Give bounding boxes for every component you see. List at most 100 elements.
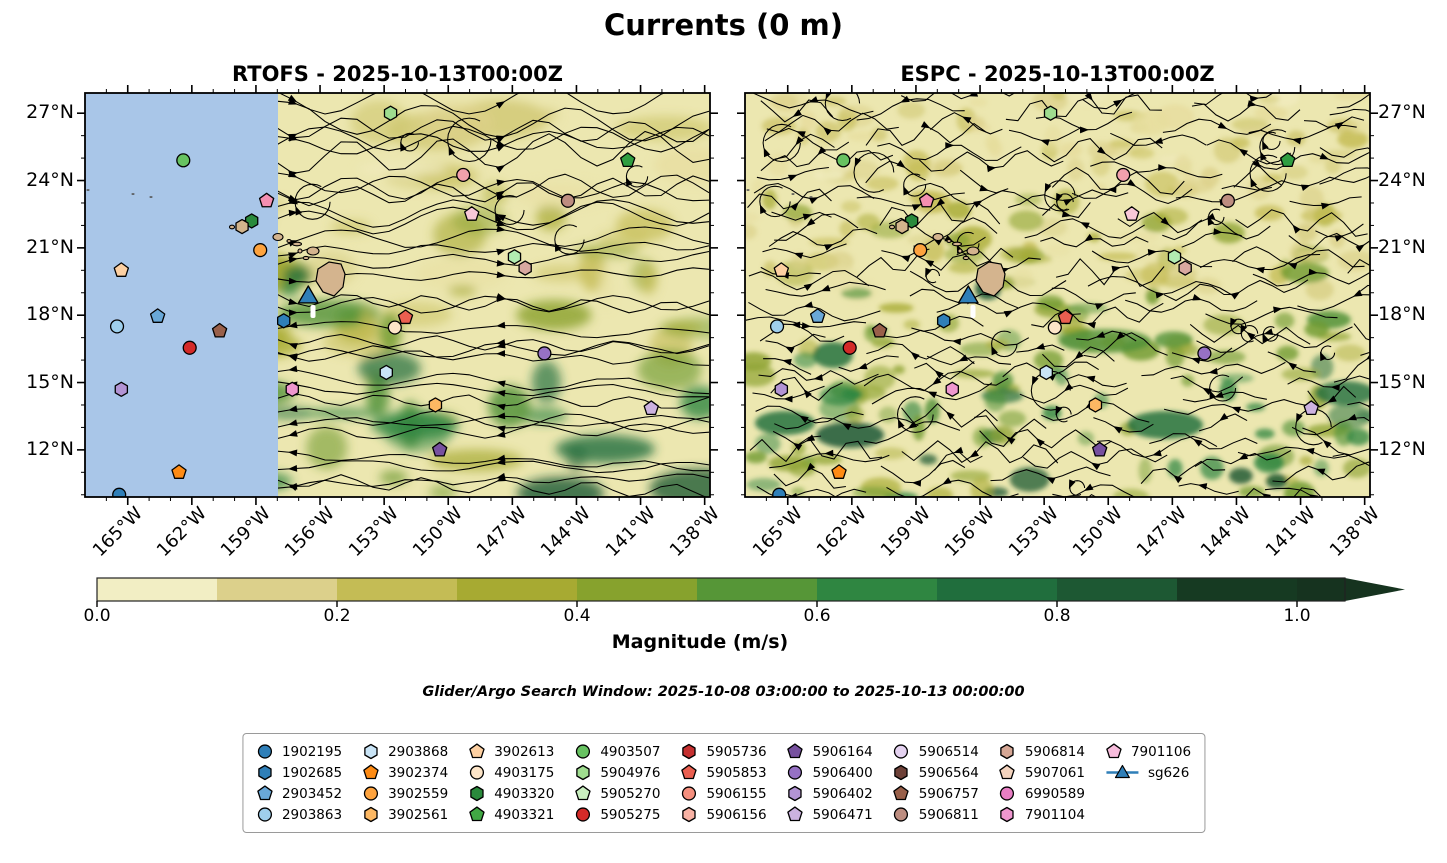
legend-item-5906400: 5906400: [787, 762, 873, 783]
legend-marker-hexagon-icon: [469, 785, 484, 802]
legend-marker-circle-icon: [469, 765, 484, 780]
y-tick-label-right: 27°N: [1378, 101, 1426, 124]
legend-marker-hexagon-icon: [1000, 806, 1015, 823]
y-tick-label-left: 21°N: [26, 235, 74, 258]
legend-marker-pentagon-icon: [468, 806, 485, 822]
legend-label: 2903863: [281, 806, 343, 823]
map-rtofs: [77, 85, 718, 505]
legend-label: 6990589: [1024, 785, 1085, 802]
legend-label: 3902613: [494, 743, 555, 760]
legend-label: 4903320: [494, 785, 555, 802]
legend-item-5905853: 5905853: [680, 762, 767, 783]
colorbar-label: Magnitude (m/s): [611, 631, 789, 653]
x-tick-label-espc: 141°W: [1261, 503, 1320, 562]
legend-item-5906164: 5906164: [787, 741, 873, 762]
panel-title-espc: ESPC - 2025-10-13T00:00Z: [900, 62, 1215, 86]
legend-label: 5906402: [812, 785, 873, 802]
legend-marker-pentagon-icon: [256, 785, 273, 801]
legend-label: 5906471: [812, 806, 873, 823]
legend-item-4903320: 4903320: [468, 783, 554, 804]
legend-label: 3902561: [388, 806, 449, 823]
legend-column: 5905736 5905853 5906155 5906156: [680, 741, 767, 825]
legend-item-2903863: 2903863: [256, 804, 342, 825]
legend-label: 5905270: [600, 785, 661, 802]
legend-marker-circle-icon: [894, 807, 909, 822]
legend-item-4903321: 4903321: [468, 804, 554, 825]
x-tick-label-espc: 150°W: [1068, 503, 1128, 562]
legend-label: 1902195: [281, 743, 343, 760]
legend-marker-pentagon-icon: [893, 785, 909, 801]
legend-label: 7901104: [1024, 806, 1085, 823]
legend-marker-hexagon-icon: [788, 785, 802, 802]
legend-item-5906156: 5906156: [680, 804, 767, 825]
legend-item-sg626: sg626: [1105, 762, 1191, 783]
x-tick-label-espc: 138°W: [1325, 503, 1384, 562]
legend-label: 4903321: [494, 806, 555, 823]
legend-column: 1902195 1902685 2903452 2903863: [256, 741, 342, 825]
legend-item-5906757: 5906757: [893, 783, 979, 804]
legend-column: 2903868 3902374 3902559 3902561: [362, 741, 448, 825]
legend-marker-pentagon-icon: [362, 764, 379, 780]
x-tick-label-rtofs: 159°W: [216, 503, 275, 562]
legend-label: 2903452: [281, 785, 343, 802]
y-tick-label-right: 15°N: [1378, 370, 1426, 393]
legend-label: 5906811: [918, 806, 979, 823]
legend-marker-circle-icon: [1000, 786, 1015, 801]
legend-column: 5906814 5907061 6990589 7901104: [999, 741, 1085, 825]
legend-item-5906402: 5906402: [787, 783, 873, 804]
legend-marker-pentagon-icon: [1105, 743, 1122, 759]
legend-label: 1902685: [281, 764, 343, 781]
legend-label: 5906514: [918, 743, 979, 760]
legend-label: 5906164: [812, 743, 873, 760]
legend-item-6990589: 6990589: [999, 783, 1085, 804]
map-espc: [737, 85, 1378, 505]
legend-label: 4903507: [600, 743, 661, 760]
legend-label: 7901106: [1130, 743, 1192, 760]
legend-item-5906471: 5906471: [787, 804, 873, 825]
legend-item-3902561: 3902561: [362, 804, 448, 825]
legend-label: 5906757: [918, 785, 979, 802]
legend-item-5905275: 5905275: [574, 804, 660, 825]
legend-marker-hexagon-icon: [576, 764, 590, 781]
x-tick-label-rtofs: 153°W: [344, 503, 403, 562]
y-tick-label-left: 15°N: [26, 370, 74, 393]
legend-label: 5906814: [1024, 743, 1085, 760]
legend-label: 5905853: [706, 764, 767, 781]
x-tick-label-rtofs: 165°W: [88, 503, 147, 562]
x-tick-label-rtofs: 141°W: [601, 503, 660, 562]
legend-column: 7901106 sg626: [1105, 741, 1191, 825]
legend-marker-hexagon-icon: [363, 806, 378, 823]
legend-marker-pentagon-icon: [681, 764, 697, 780]
legend-marker-hexagon-icon: [363, 743, 378, 760]
legend-item-5906155: 5906155: [680, 783, 767, 804]
colorbar: [96, 577, 1405, 607]
y-tick-label-right: 18°N: [1378, 303, 1426, 326]
colorbar-tick-label: 0.0: [83, 606, 111, 626]
legend-item-3902374: 3902374: [362, 762, 448, 783]
colorbar-tick-label: 0.4: [563, 606, 591, 626]
legend-item-5906811: 5906811: [893, 804, 979, 825]
x-tick-label-rtofs: 144°W: [537, 503, 596, 562]
legend-marker-circle-icon: [575, 807, 590, 822]
legend-marker-circle-icon: [363, 786, 378, 801]
legend-marker-pentagon-icon: [787, 743, 803, 759]
legend-item-1902685: 1902685: [256, 762, 342, 783]
legend-marker-pentagon-icon: [999, 764, 1016, 780]
legend-label: 5905736: [706, 743, 767, 760]
x-tick-label-espc: 159°W: [876, 503, 935, 562]
x-tick-label-rtofs: 162°W: [152, 503, 211, 562]
legend-label: 4903175: [494, 764, 555, 781]
legend-item-4903175: 4903175: [468, 762, 554, 783]
colorbar-tick-label: 0.2: [323, 606, 351, 626]
y-tick-label-left: 18°N: [26, 303, 74, 326]
legend-label: 5906156: [706, 806, 767, 823]
legend: 1902195 1902685 2903452 2903863 2903868 39023…: [241, 733, 1206, 833]
legend-label: 5906564: [918, 764, 979, 781]
y-tick-label-left: 12°N: [26, 437, 74, 460]
legend-item-4903507: 4903507: [574, 741, 660, 762]
x-tick-label-espc: 147°W: [1133, 503, 1192, 562]
legend-column: 5906514 5906564 5906757 5906811: [893, 741, 979, 825]
legend-marker-hexagon-icon: [682, 806, 696, 823]
x-tick-label-espc: 162°W: [812, 503, 871, 562]
